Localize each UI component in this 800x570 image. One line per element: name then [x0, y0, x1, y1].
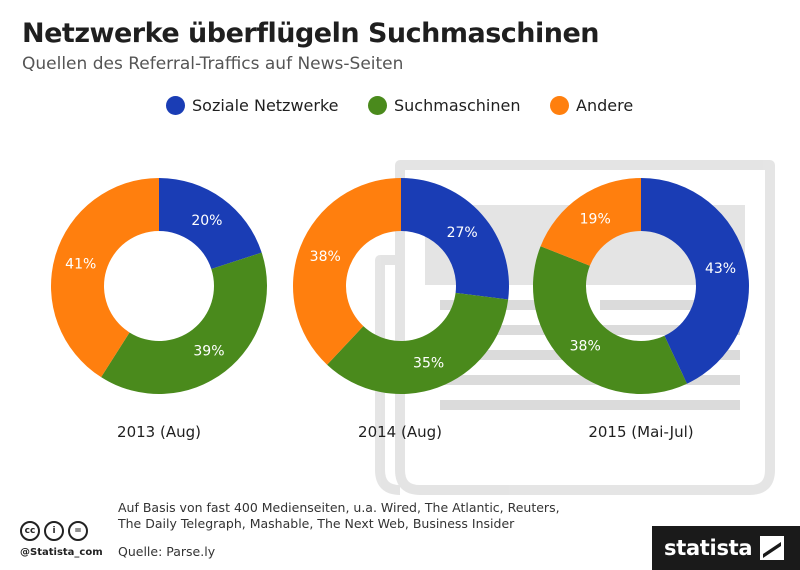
legend-label-social: Soziale Netzwerke — [192, 96, 339, 115]
statista-logo-icon — [760, 536, 785, 560]
page-subtitle: Quellen des Referral-Traffics auf News-S… — [22, 54, 404, 74]
donut-slice-2013-social — [159, 178, 262, 270]
donut-label-2014-social: 27% — [447, 225, 478, 241]
legend-item-social: Soziale Netzwerke — [166, 96, 339, 115]
legend-swatch-other — [550, 96, 569, 115]
chart-legend: Soziale Netzwerke Suchmaschinen Andere — [0, 96, 800, 120]
donut-slice-2014-other — [293, 178, 401, 365]
legend-item-search: Suchmaschinen — [368, 96, 520, 115]
brand-name: statista — [664, 536, 753, 560]
attribution-icon: i — [44, 521, 64, 541]
donut-label-2013-social: 20% — [191, 213, 222, 229]
donut-slice-2013-other — [51, 178, 160, 378]
donut-label-2015-search: 38% — [570, 338, 601, 354]
donut-label-2015-social: 43% — [705, 261, 736, 277]
donut-slice-2015-social — [641, 178, 750, 384]
legend-swatch-search — [368, 96, 387, 115]
statista-brand[interactable]: statista — [652, 526, 800, 570]
footer-note-line1: Auf Basis von fast 400 Medienseiten, u.a… — [118, 500, 560, 515]
license-icons: cc i = — [20, 521, 88, 541]
chart-label-2015: 2015 (Mai-Jul) — [588, 423, 694, 441]
no-derivatives-icon: = — [68, 521, 88, 541]
statista-handle: @Statista_com — [20, 547, 103, 558]
donut-label-2013-search: 39% — [193, 343, 224, 359]
donut-slice-2013-search — [101, 252, 267, 394]
donut-slice-2015-other — [540, 178, 641, 266]
footer-note: Auf Basis von fast 400 Medienseiten, u.a… — [118, 500, 588, 532]
donut-slice-2014-social — [401, 178, 509, 300]
legend-label-other: Andere — [576, 96, 634, 115]
donut-label-2015-other: 19% — [580, 212, 611, 228]
chart-label-2013: 2013 (Aug) — [117, 423, 201, 441]
donut-label-2014-search: 35% — [413, 356, 444, 372]
footer-source: Quelle: Parse.ly — [118, 544, 216, 559]
donut-slice-2014-search — [327, 292, 509, 394]
legend-swatch-social — [166, 96, 185, 115]
legend-item-other: Andere — [550, 96, 633, 115]
chart-label-2014: 2014 (Aug) — [358, 423, 442, 441]
donut-slice-2015-search — [533, 246, 687, 395]
page-title: Netzwerke überflügeln Suchmaschinen — [22, 18, 600, 49]
legend-label-search: Suchmaschinen — [394, 96, 521, 115]
footer-note-line2: The Daily Telegraph, Mashable, The Next … — [118, 516, 515, 531]
donut-label-2014-other: 38% — [310, 249, 341, 265]
cc-icon: cc — [20, 521, 40, 541]
donut-label-2013-other: 41% — [65, 256, 96, 272]
